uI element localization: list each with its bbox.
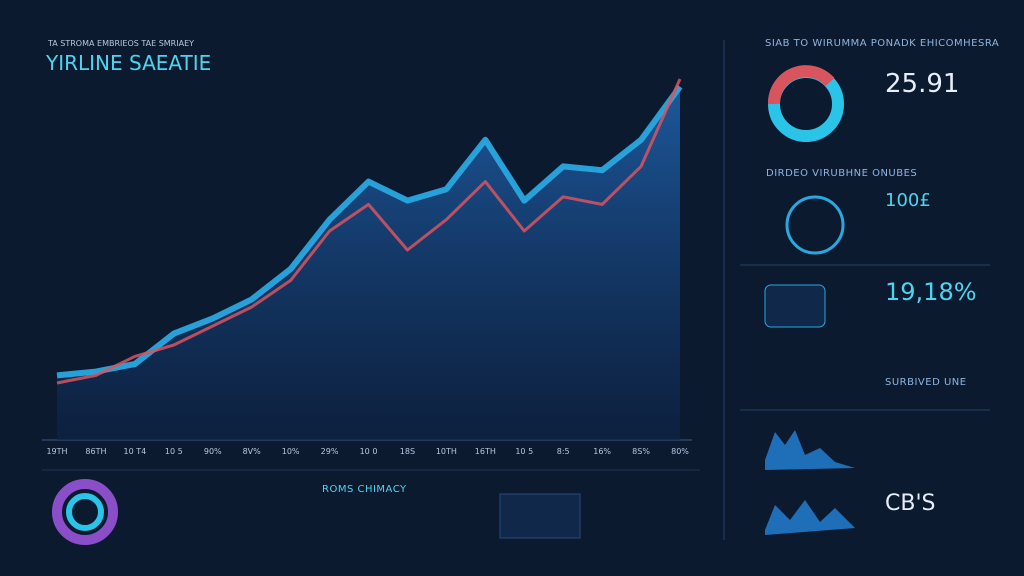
x-tick-label: 18S [400, 447, 415, 456]
line [56, 78, 682, 385]
stat: CB'S [885, 491, 935, 516]
x-tick-label: 8S% [632, 447, 650, 456]
icon-ring [785, 195, 845, 255]
panel-heading: SIAB TO WIRUMMA PONADK EHICOMHESRA [765, 38, 999, 49]
donut [66, 493, 104, 531]
donut [52, 479, 118, 545]
panel-heading: SURBIVED UNE [885, 377, 967, 388]
sparkline [765, 430, 855, 470]
x-tick-label: 10 5 [515, 447, 533, 456]
area [57, 86, 680, 440]
x-tick-label: 86TH [85, 447, 106, 456]
bottom-label: ROMS CHIMACY [322, 484, 407, 495]
x-tick-label: 19TH [46, 447, 67, 456]
x-tick-label: 10TH [436, 447, 457, 456]
sparkline [765, 500, 855, 535]
line [56, 84, 683, 379]
main-chart: 19TH 86TH 10 T4 10 5 90% 8V% 10% 29% 10 0 18S 10TH… [46, 78, 689, 456]
stat: 100£ [885, 190, 931, 211]
x-tick-label: 90% [204, 447, 222, 456]
x-tick-label: 80% [671, 447, 689, 456]
thumbnail [499, 493, 581, 539]
x-tick-label: 16TH [475, 447, 496, 456]
panel-heading: DIRDEO VIRUBHNE ONUBES [766, 168, 917, 179]
donut-segment [767, 65, 835, 105]
x-tick-label: 8V% [243, 447, 262, 456]
stat: 25.91 [885, 69, 959, 99]
x-tick-label: 10% [282, 447, 300, 456]
x-tick-label: 16% [593, 447, 611, 456]
x-tick-label: 10 T4 [124, 447, 147, 456]
title: YIRLINE SAEATIE [45, 51, 211, 75]
x-tick-label: 10 0 [360, 447, 378, 456]
x-tick-label: 8:5 [557, 447, 570, 456]
icon-box [764, 284, 826, 328]
kicker: TA STROMA EMBRIEOS TAE SMRIAEY [47, 39, 194, 48]
stat: 19,18% [885, 278, 977, 306]
x-tick-label: 29% [321, 447, 339, 456]
x-tick-label: 10 5 [165, 447, 183, 456]
